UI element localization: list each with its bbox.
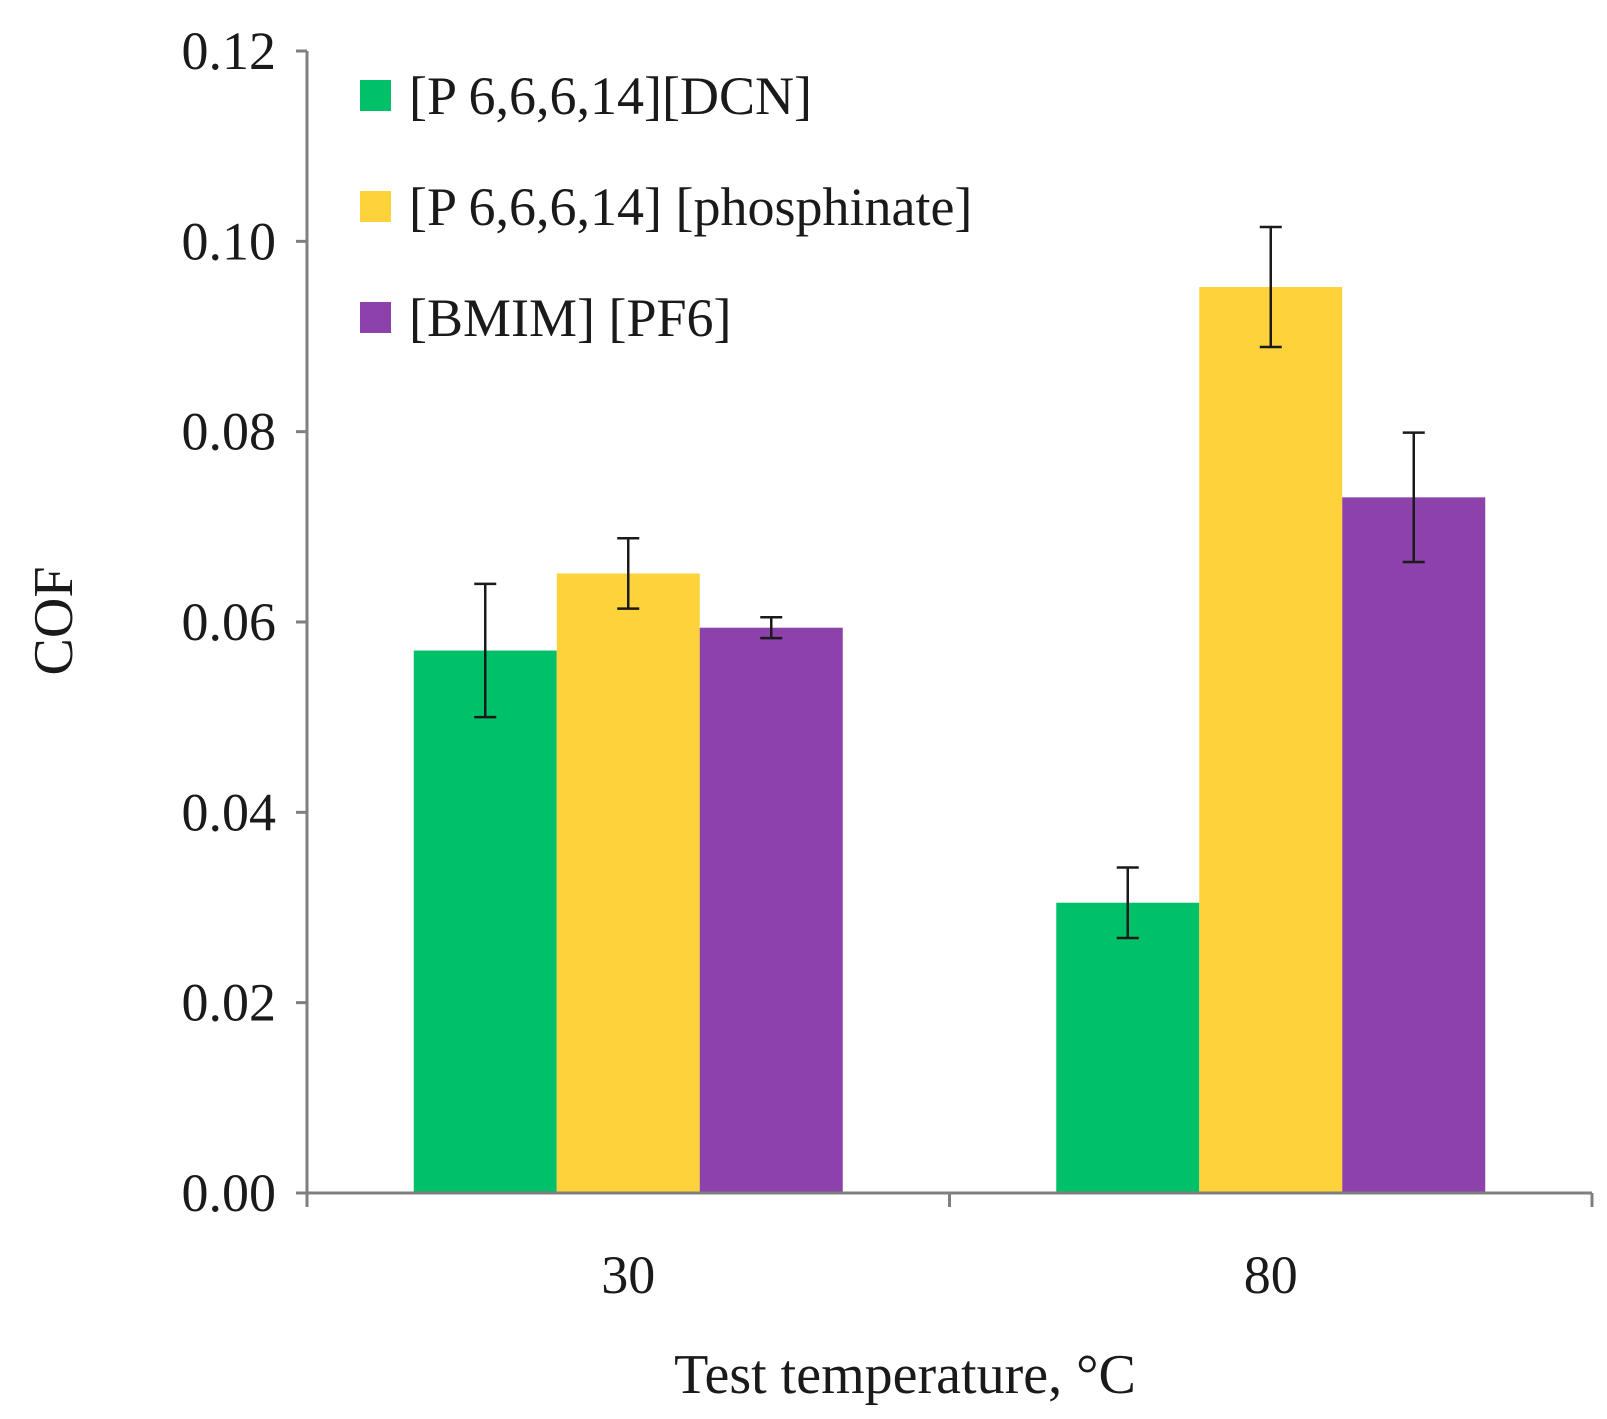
y-tick-label: 0.12: [182, 21, 277, 81]
bar-1-0: [556, 573, 700, 1193]
error-bars: [474, 225, 1425, 940]
error-bar-2-0: [760, 615, 783, 640]
y-tick-label: 0.08: [182, 402, 277, 462]
x-category-label: 30: [601, 1245, 655, 1305]
y-tick-label: 0.10: [182, 211, 277, 271]
bar-2-1: [1342, 497, 1486, 1193]
bars: [413, 287, 1486, 1194]
legend-swatch: [360, 191, 391, 222]
x-axis-title: Test temperature, °C: [674, 1344, 1136, 1406]
y-tick-label: 0.00: [182, 1163, 277, 1223]
y-tick-label: 0.02: [182, 973, 277, 1033]
x-axis-ticks: 30 80: [305, 1193, 1594, 1305]
y-tick-label: 0.04: [182, 782, 277, 842]
legend-item: [BMIM] [PF6]: [360, 288, 732, 348]
error-bar-1-0: [617, 537, 640, 610]
legend-item: [P 6,6,6,14][DCN]: [360, 66, 812, 126]
x-category-label: 80: [1244, 1245, 1298, 1305]
legend-label: [P 6,6,6,14] [phosphinate]: [409, 177, 972, 237]
y-axis-ticks: 0.00 0.02 0.04 0.06 0.08 0.10 0.12: [182, 21, 307, 1223]
legend-label: [P 6,6,6,14][DCN]: [409, 66, 812, 126]
error-bar-1-1: [1259, 225, 1282, 349]
error-bar-0-1: [1116, 866, 1139, 940]
error-bar-0-0: [474, 582, 497, 719]
legend-label: [BMIM] [PF6]: [409, 288, 732, 348]
bar-1-1: [1199, 287, 1343, 1194]
legend-swatch: [360, 80, 391, 111]
legend-item: [P 6,6,6,14] [phosphinate]: [360, 177, 972, 237]
bar-0-0: [413, 650, 557, 1193]
y-tick-label: 0.06: [182, 592, 277, 652]
bar-2-0: [699, 627, 843, 1193]
bar-0-1: [1056, 902, 1200, 1193]
legend-swatch: [360, 302, 391, 333]
legend: [P 6,6,6,14][DCN] [P 6,6,6,14] [phosphina…: [360, 66, 972, 348]
y-axis-title: COF: [23, 567, 85, 676]
error-bar-2-1: [1402, 431, 1425, 564]
